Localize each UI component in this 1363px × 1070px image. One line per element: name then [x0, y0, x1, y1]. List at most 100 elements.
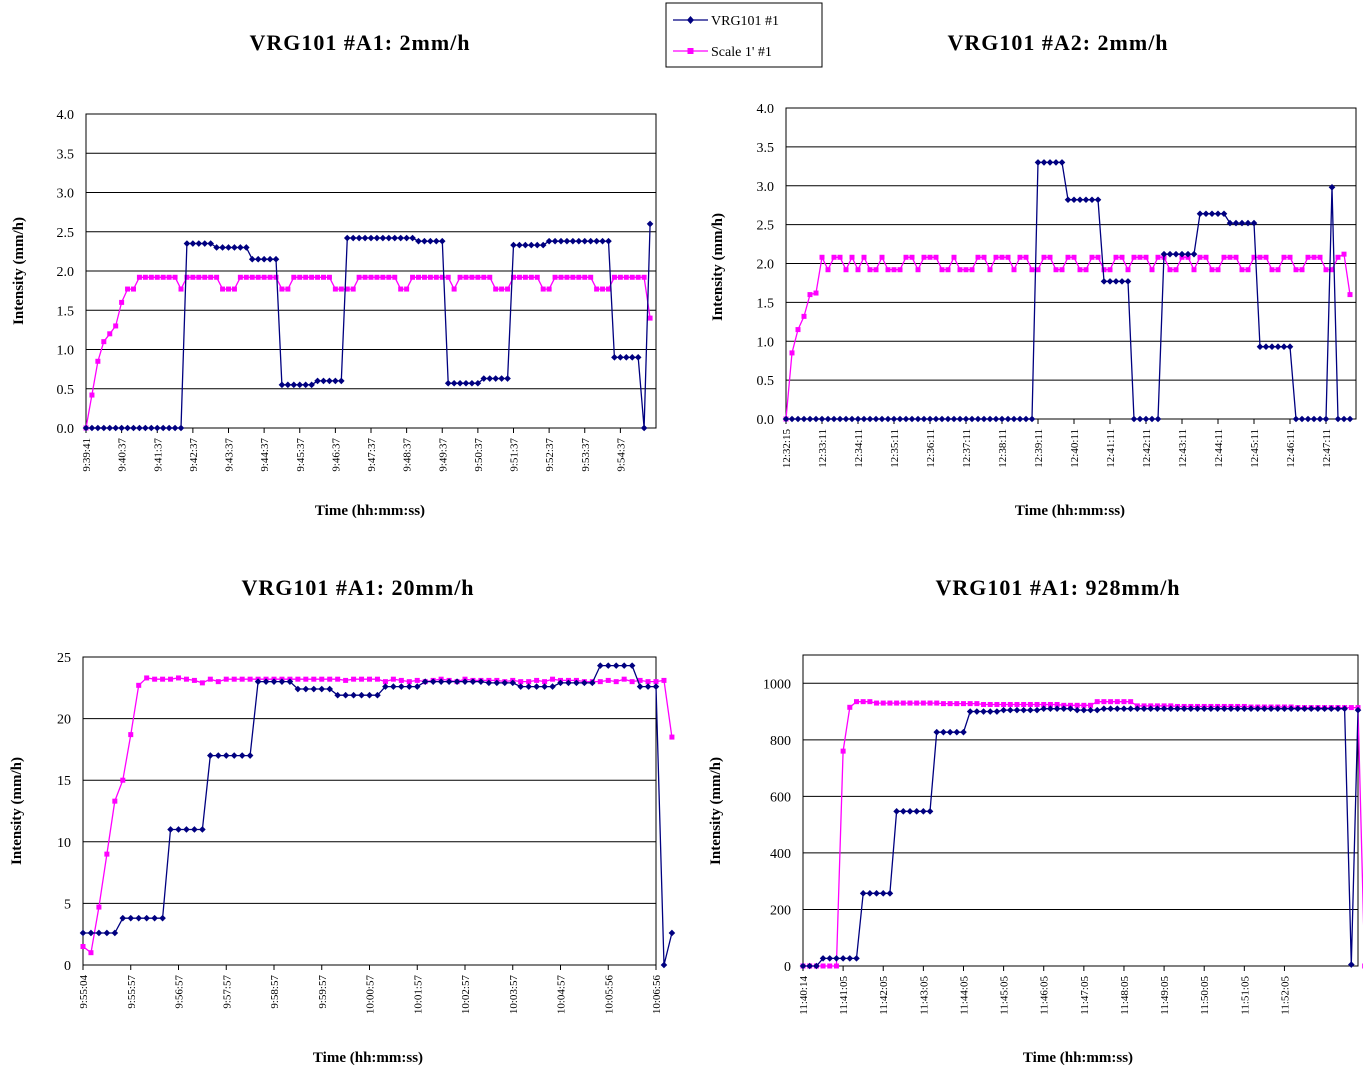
data-point [909, 254, 915, 260]
data-point [1307, 705, 1315, 713]
chart-a1-20mmh: VRG101 #A1: 20mm/h 0 5 10 15 20 25 9:55:04 9:55… [9, 575, 676, 1066]
data-point [617, 274, 623, 280]
data-point [1000, 706, 1007, 714]
data-point [172, 274, 178, 280]
x-tick-label: 11:50:05 [1199, 976, 1211, 1015]
data-point [1220, 210, 1228, 218]
data-point [255, 274, 261, 280]
plot-area: 0.0 0.5 1.0 1.5 2.0 2.5 3.0 3.5 4.0 9:39:41 9:40:3… [57, 108, 657, 472]
data-point [104, 851, 110, 857]
x-tick-label: 10:03:57 [508, 975, 520, 1015]
data-point [1034, 701, 1040, 707]
data-point [327, 676, 333, 682]
data-point [999, 254, 1005, 260]
data-point [136, 682, 142, 688]
data-point [794, 415, 802, 423]
data-point [79, 929, 87, 937]
data-point [487, 274, 493, 280]
data-point [1347, 292, 1353, 298]
data-point [606, 286, 611, 292]
data-point [902, 415, 910, 423]
x-tick-label: 9:57:57 [221, 975, 233, 1009]
x-tick-label: 9:50:37 [473, 438, 485, 472]
data-point [1142, 415, 1150, 423]
y-tick-label: 3.5 [757, 141, 775, 156]
x-tick-label: 11:51:05 [1239, 976, 1251, 1015]
data-point [1200, 705, 1208, 713]
data-point [557, 679, 564, 687]
data-point [1209, 267, 1215, 273]
data-point [1149, 267, 1155, 273]
data-point [1071, 254, 1077, 260]
data-point [390, 683, 397, 690]
data-point [594, 286, 600, 292]
series-line [83, 664, 673, 966]
data-point [427, 274, 433, 280]
data-point [1281, 705, 1288, 713]
data-point [629, 679, 635, 685]
data-point [581, 679, 588, 687]
data-point [385, 234, 393, 242]
data-point [926, 415, 934, 423]
data-point [799, 962, 807, 970]
data-point [457, 274, 463, 280]
data-point [534, 677, 540, 683]
data-point [588, 274, 594, 280]
data-point [338, 377, 345, 385]
x-tick-label: 12:35:11 [889, 429, 901, 468]
x-tick-label: 11:43:05 [918, 976, 930, 1015]
data-point [629, 274, 635, 280]
plot-area: 0 5 10 15 20 25 9:55:04 9:55:57 9:56:57 9:57:57 9:… [57, 651, 676, 1015]
data-point [944, 415, 952, 423]
data-point [95, 358, 101, 364]
data-point [113, 323, 119, 329]
data-point [1080, 706, 1088, 714]
data-point [201, 240, 209, 247]
data-point [136, 424, 143, 432]
data-point [611, 354, 618, 361]
data-point [1073, 706, 1081, 714]
data-point [1125, 267, 1131, 273]
data-point [641, 274, 647, 280]
y-tick-label: 10 [57, 836, 71, 851]
data-point [427, 237, 434, 245]
data-point [1251, 254, 1257, 260]
data-point [1263, 254, 1269, 260]
data-point [812, 415, 820, 423]
y-tick-label: 400 [770, 847, 791, 862]
data-point [900, 700, 906, 706]
x-tick-label: 12:38:11 [997, 429, 1009, 468]
x-tick-label: 9:55:04 [78, 975, 90, 1009]
x-tick-label: 11:41:05 [838, 976, 850, 1015]
data-point [355, 234, 363, 242]
data-point [637, 677, 643, 683]
data-point [153, 424, 161, 432]
data-point [981, 701, 987, 707]
data-point [1027, 701, 1033, 707]
data-point [112, 798, 118, 804]
data-point [564, 274, 570, 280]
data-point [88, 950, 94, 956]
data-point [1301, 705, 1308, 713]
data-point [842, 415, 850, 423]
chart-a1-2mmh: VRG101 #A1: 2mm/h 0.0 0.5 1.0 1.5 2.0 2.5 3.0 3… [11, 30, 657, 519]
data-point [950, 415, 958, 423]
data-point [438, 237, 446, 245]
data-point [1053, 267, 1059, 273]
data-point [416, 274, 421, 280]
data-point [986, 708, 994, 715]
data-point [806, 415, 814, 423]
data-point [1106, 278, 1114, 285]
data-point [208, 274, 214, 280]
legend-entry-vrg: VRG101 #1 [673, 14, 779, 29]
y-tick-label: 200 [770, 903, 791, 918]
data-point [533, 241, 541, 249]
x-tick-label: 12:39:11 [1033, 429, 1045, 468]
data-point [1275, 267, 1281, 273]
data-point [1341, 251, 1347, 257]
y-tick-label: 0.5 [757, 374, 775, 389]
data-point [89, 392, 95, 398]
data-point [142, 424, 149, 432]
plot-frame [82, 656, 657, 966]
data-point [1341, 705, 1348, 713]
